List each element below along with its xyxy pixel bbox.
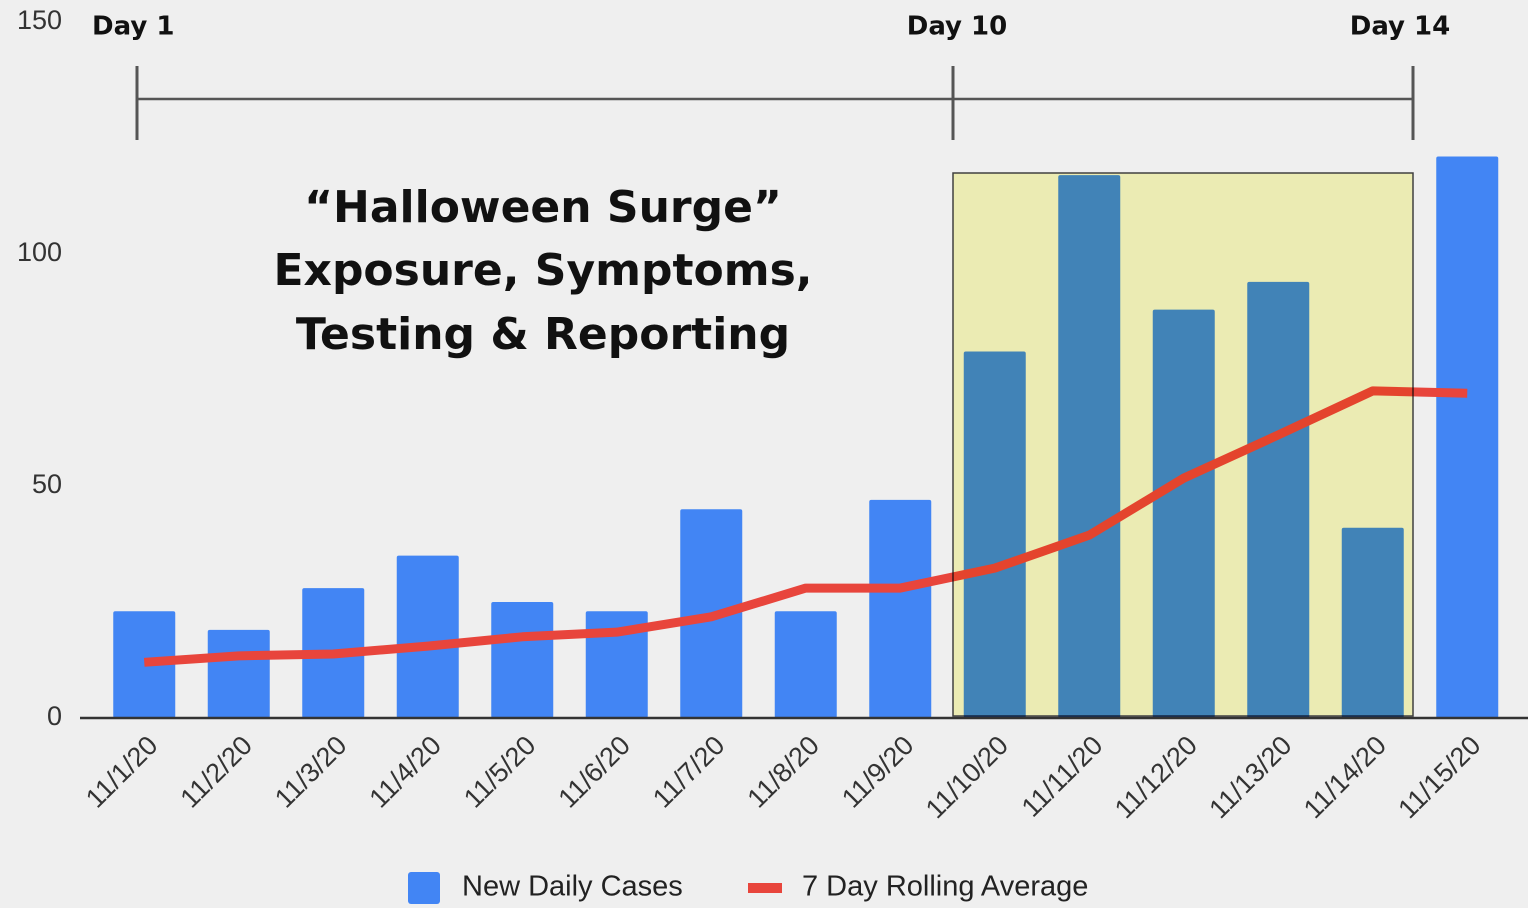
bar	[1436, 156, 1499, 718]
day-brackets	[135, 66, 1415, 140]
y-tick-label: 150	[17, 5, 62, 35]
bar	[869, 499, 932, 718]
bar	[207, 629, 270, 718]
legend-swatch	[748, 883, 782, 893]
headline: Exposure, Symptoms,	[274, 245, 813, 296]
headline: Testing & Reporting	[296, 309, 790, 360]
legend-label: New Daily Cases	[462, 871, 683, 903]
legend: New Daily Cases 7 Day Rolling Average	[408, 871, 1088, 904]
bar	[491, 602, 554, 718]
bar	[113, 611, 176, 718]
bar	[396, 555, 459, 718]
y-tick-label: 50	[32, 469, 62, 499]
bar	[585, 611, 648, 718]
headline: “Halloween Surge”	[304, 182, 782, 233]
y-tick-label: 100	[17, 237, 62, 267]
highlight-box	[952, 172, 1414, 717]
y-tick-label: 0	[47, 701, 62, 731]
legend-swatch	[408, 872, 440, 904]
day-label: Day 1	[92, 12, 174, 42]
bar	[774, 611, 837, 718]
day-label: Day 14	[1350, 12, 1451, 42]
day-label: Day 10	[907, 12, 1008, 42]
legend-label: 7 Day Rolling Average	[802, 871, 1088, 903]
